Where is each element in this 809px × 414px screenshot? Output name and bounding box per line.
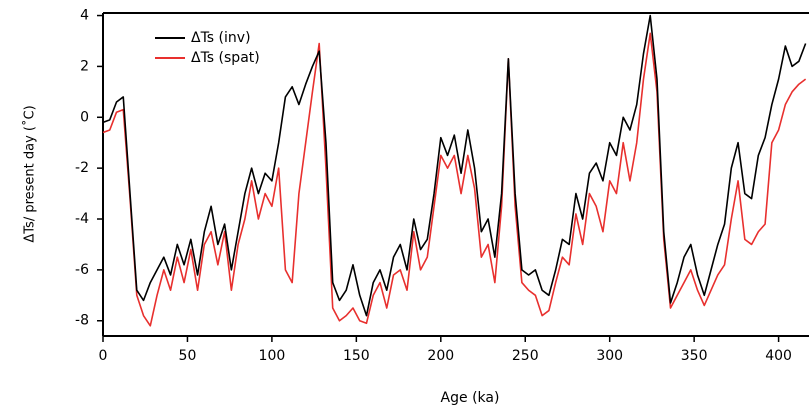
y-tick-label: -2 xyxy=(75,160,89,176)
y-tick-label: 0 xyxy=(80,109,89,125)
x-tick-label: 0 xyxy=(99,348,108,364)
y-tick-label: 4 xyxy=(80,8,89,24)
x-tick-label: 350 xyxy=(681,348,708,364)
x-tick-label: 300 xyxy=(596,348,623,364)
legend-label: ΔTs (spat) xyxy=(191,50,260,66)
y-axis-label: ΔTs/ present day (˚C) xyxy=(22,105,38,242)
y-tick-label: -4 xyxy=(75,211,89,227)
series-line xyxy=(102,14,807,317)
y-tick-label: -6 xyxy=(75,262,89,278)
x-tick-label: 200 xyxy=(427,348,454,364)
x-tick-label: 400 xyxy=(765,348,792,364)
legend-label: ΔTs (inv) xyxy=(191,30,251,46)
x-tick-label: 250 xyxy=(512,348,539,364)
y-tick-label: -8 xyxy=(75,313,89,329)
y-tick-label: 2 xyxy=(80,58,89,74)
x-axis-label: Age (ka) xyxy=(441,390,500,406)
series-line xyxy=(102,32,807,327)
x-tick-label: 100 xyxy=(259,348,286,364)
x-tick-label: 50 xyxy=(179,348,197,364)
x-tick-label: 150 xyxy=(343,348,370,364)
